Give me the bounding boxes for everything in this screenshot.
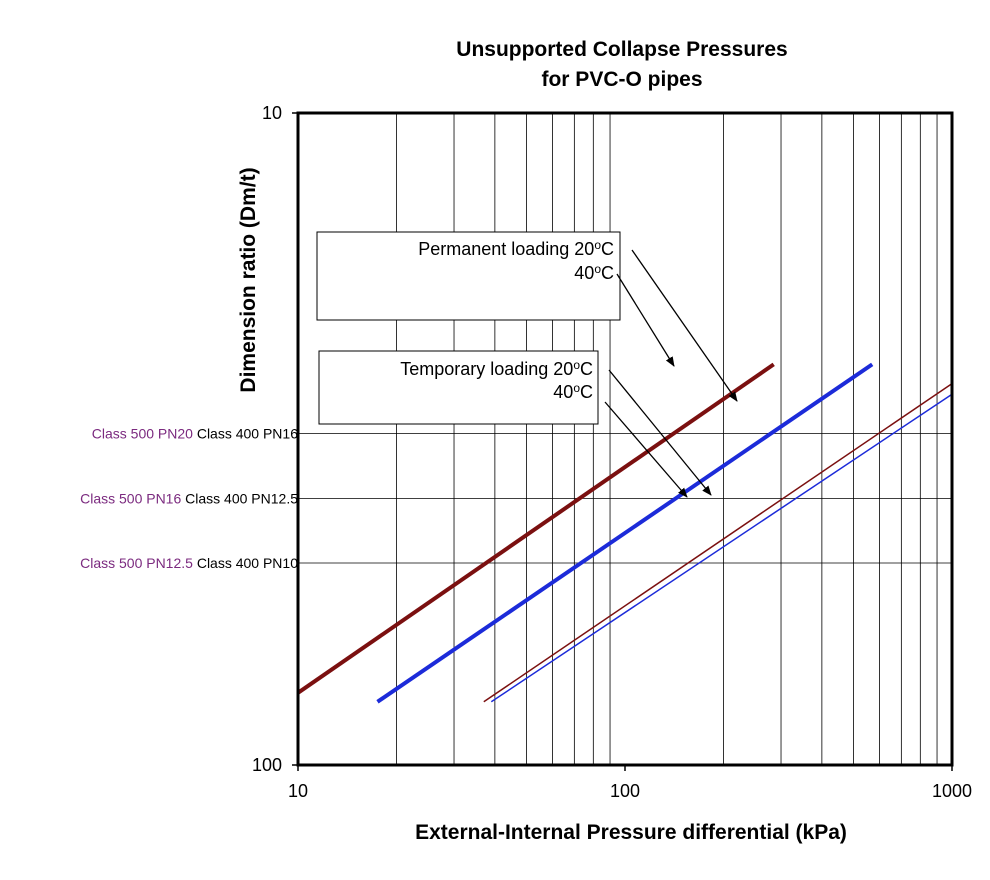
chart-title-line-2: for PVC-O pipes bbox=[541, 68, 702, 91]
annotation-permanent-line2: 40 bbox=[574, 263, 594, 283]
annotation-temporary-line1: Temporary loading 20 bbox=[400, 359, 573, 379]
y-category-label: Class 500 PN20 Class 400 PN16 bbox=[92, 425, 298, 441]
annotation-permanent-line1: Permanent loading 20 bbox=[418, 239, 594, 259]
axis-ticks: 10 100 1000 10 100 bbox=[252, 103, 972, 801]
series-lines bbox=[296, 362, 953, 704]
arrow-temporary-20 bbox=[608, 369, 712, 496]
class-400-label: Class 400 PN16 bbox=[197, 425, 298, 441]
y-axis-title: Dimension ratio (Dm/t) bbox=[237, 167, 260, 392]
y-category-label: Class 500 PN16 Class 400 PN12.5 bbox=[80, 490, 298, 506]
series-line-3 bbox=[483, 382, 953, 703]
arrow-permanent-20 bbox=[631, 249, 738, 402]
annotation-temporary-box bbox=[318, 350, 599, 425]
annotation-permanent-text-40: 40oC bbox=[574, 262, 614, 283]
x-tick-label: 10 bbox=[288, 781, 308, 801]
x-tick-label: 100 bbox=[610, 781, 640, 801]
annotation-temporary-text-20: Temporary loading 20oC bbox=[400, 358, 593, 379]
annotation-temporary-line2: 40 bbox=[553, 382, 573, 402]
class-400-label: Class 400 PN10 bbox=[197, 555, 298, 571]
annotation-temporary-unit: C bbox=[580, 359, 593, 379]
annotation-temporary-sup-2: o bbox=[573, 381, 580, 395]
annotation-permanent-box bbox=[316, 231, 621, 321]
class-500-label: Class 500 PN12.5 bbox=[80, 555, 197, 571]
class-500-label: Class 500 PN20 bbox=[92, 425, 197, 441]
series-line-1 bbox=[296, 362, 775, 695]
annotation-temporary-text-40: 40oC bbox=[553, 381, 593, 402]
chart-title-line-1: Unsupported Collapse Pressures bbox=[456, 38, 787, 61]
annotation-permanent-sup-2: o bbox=[594, 262, 601, 276]
annotation-permanent-sup: o bbox=[594, 238, 601, 252]
annotation-permanent-unit-2: C bbox=[601, 263, 614, 283]
y-tick-label: 10 bbox=[262, 103, 282, 123]
y-category-label: Class 500 PN12.5 Class 400 PN10 bbox=[80, 555, 298, 571]
annotation-temporary-sup: o bbox=[573, 358, 580, 372]
x-tick-label: 1000 bbox=[932, 781, 972, 801]
annotation-temporary-loading: Temporary loading 20oC 40oC bbox=[318, 350, 599, 425]
class-400-label: Class 400 PN12.5 bbox=[185, 490, 298, 506]
annotation-permanent-unit: C bbox=[601, 239, 614, 259]
grid bbox=[298, 113, 952, 765]
x-axis-title: External-Internal Pressure differential … bbox=[415, 821, 847, 844]
class-500-label: Class 500 PN16 bbox=[80, 490, 185, 506]
annotation-permanent-text-20: Permanent loading 20oC bbox=[418, 238, 614, 259]
arrow-permanent-40 bbox=[616, 273, 675, 367]
series-line-2 bbox=[376, 362, 874, 704]
annotation-temporary-unit-2: C bbox=[580, 382, 593, 402]
y-tick-label: 100 bbox=[252, 755, 282, 775]
annotation-permanent-loading: Permanent loading 20oC 40oC bbox=[316, 231, 621, 321]
arrow-temporary-40 bbox=[604, 401, 688, 498]
series-line-4 bbox=[490, 393, 953, 703]
